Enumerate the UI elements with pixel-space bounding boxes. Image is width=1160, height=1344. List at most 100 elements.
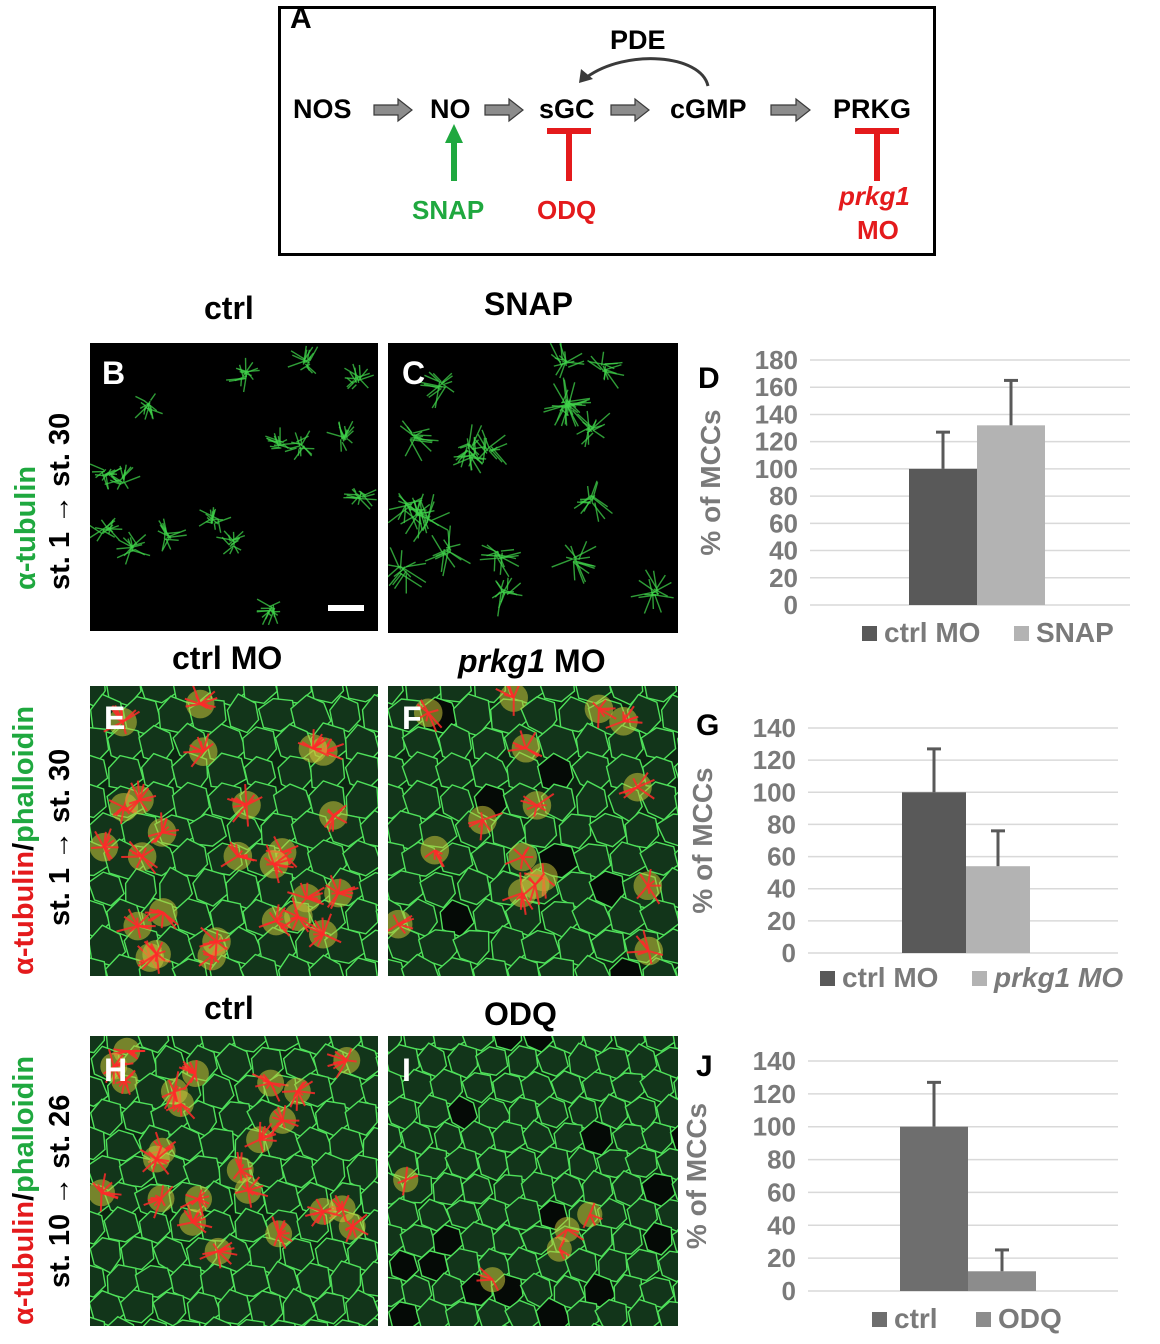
cell-outline [310,686,345,704]
y-tick-label: 140 [753,1046,796,1076]
cell-outline [627,1298,661,1326]
y-tick-label: 80 [767,809,796,839]
cell-outline [476,1146,509,1182]
multiciliated-cell [220,841,258,871]
cell-outline [360,1074,378,1109]
cell-outline [550,1069,585,1105]
panel-label: D [698,362,720,395]
column-title-ctrl: ctrl [204,290,254,326]
bar [968,1271,1036,1291]
cell-outline [363,1317,378,1326]
cilia-tuft [551,540,597,584]
multiciliated-cell [280,897,313,933]
cell-outline [209,899,245,935]
cell-outline [624,1146,658,1178]
cell-outline [415,1297,451,1326]
multiciliated-cell [143,1185,175,1219]
cell-outline [502,1324,509,1326]
cilia-tuft [226,357,260,393]
cilia-tuft [630,569,674,614]
cell-outline [608,957,643,976]
y-tick-label: 80 [769,481,798,511]
cilia-tuft [265,427,293,450]
cell-outline [90,1210,106,1245]
multiciliated-cell [388,909,415,939]
cell-outline [611,1222,643,1255]
cell-outline [280,1153,316,1189]
cell-outline [535,1095,569,1129]
cell-outline [106,1315,135,1326]
legend-label: ctrl MO [842,962,938,993]
row-label-2-stage: st. 1 → st. 30 [44,748,76,926]
bar [909,468,977,605]
cell-outline [672,1280,678,1304]
cell-outline [231,1263,271,1298]
multiciliated-cell [258,904,292,937]
y-tick-label: 20 [767,906,796,936]
bar [966,866,1030,953]
cilia-tuft [343,487,377,510]
cell-outline [90,1316,106,1326]
cell-outline [137,1036,170,1054]
cell-outline [432,1036,467,1051]
cell-outline [477,1197,510,1231]
cell-outline [188,813,228,847]
y-axis-label: % of MCCs [681,1103,712,1249]
multiciliated-cell [605,705,643,736]
y-tick-label: 100 [753,1112,796,1142]
cell-outline [571,897,613,937]
multiciliated-cell [121,840,159,875]
panel-label-f: F [402,700,422,736]
arrow-no-sgc [484,97,524,123]
cell-outline [257,697,297,732]
y-tick-label: 100 [753,777,796,807]
cell-outline [345,1289,378,1326]
micrograph-h: H [90,1036,378,1326]
cilia-tuft [388,492,427,530]
cell-outline [673,1076,678,1100]
cell-outline [388,1223,406,1257]
multiciliated-cell [476,1267,506,1293]
cell-outline [588,812,627,848]
cell-outline [388,958,406,976]
cell-outline [644,1036,677,1052]
cell-outline [566,1300,600,1326]
cell-outline [461,1173,494,1205]
multiciliated-cell [147,812,179,847]
cell-outline [90,871,125,907]
cell-outline [140,686,179,704]
cell-outline [656,813,678,847]
cell-outline [674,791,678,817]
multiciliated-cell [297,729,330,763]
cell-outline [472,957,509,976]
cell-outline [403,1036,437,1051]
cell-outline [236,1318,265,1326]
cell-outline [626,1248,660,1282]
cell-outline [90,1036,106,1054]
cell-outline [345,686,378,703]
y-tick-label: 120 [753,745,796,775]
multiciliated-cell [259,844,294,884]
cell-outline [520,929,561,964]
y-tick-label: 140 [755,399,798,429]
multiciliated-cell [116,908,156,941]
multiciliated-cell [183,733,218,768]
micrograph-b: B [90,343,378,631]
legend-label: ctrl MO [884,617,980,648]
multiciliated-cell [520,791,555,820]
cell-outline [344,1100,378,1137]
cell-outline [521,1119,556,1154]
cilia-tuft [90,517,123,542]
multiciliated-cell [413,698,443,733]
y-tick-label: 40 [767,1210,796,1240]
multiciliated-cell [393,1166,419,1196]
cilia-tuft [281,430,315,461]
multiciliated-cell [633,868,663,905]
cell-outline [360,1260,378,1297]
cilia-tuft [90,463,123,490]
cell-outline [437,956,475,976]
cell-outline [672,1036,678,1050]
cell-outline [596,1149,631,1179]
y-tick-label: 40 [769,536,798,566]
cilia-tuft [571,409,611,448]
